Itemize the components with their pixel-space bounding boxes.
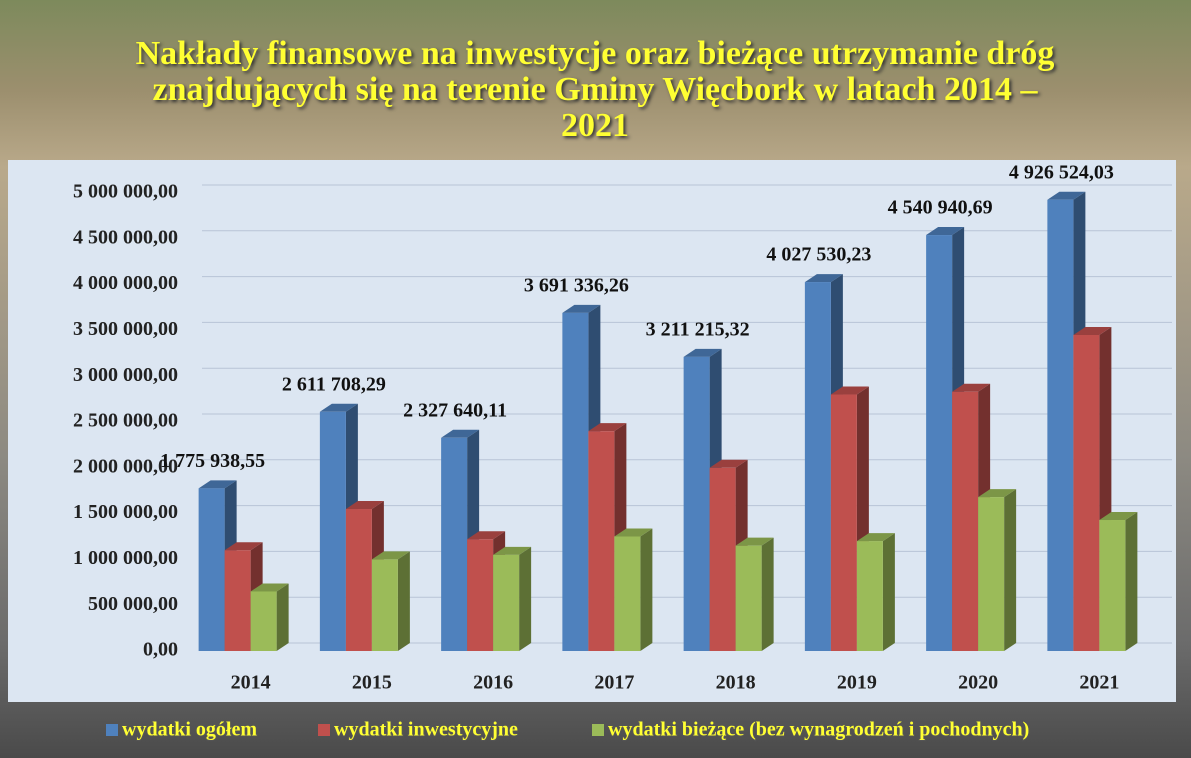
y-tick-label: 500 000,00 <box>88 593 178 615</box>
value-label: 4 540 940,69 <box>888 197 993 219</box>
x-tick-label: 2014 <box>231 672 271 694</box>
bar-top <box>830 386 869 395</box>
bar-side <box>276 583 289 651</box>
legend-label: wydatki ogółem <box>122 719 257 741</box>
x-tick-label: 2015 <box>352 672 392 694</box>
bar <box>1073 334 1100 651</box>
bar-side <box>761 537 774 651</box>
bar-top <box>856 533 895 542</box>
bar <box>467 539 494 651</box>
value-label: 3 691 336,26 <box>524 274 629 296</box>
bar <box>735 545 762 651</box>
bar <box>562 312 589 651</box>
x-tick-label: 2018 <box>716 672 756 694</box>
bar <box>1047 199 1074 651</box>
bar-top <box>588 423 627 432</box>
bar-top <box>441 429 480 438</box>
value-label: 2 327 640,11 <box>403 399 507 421</box>
legend-label: wydatki bieżące (bez wynagrodzeń i pocho… <box>608 719 1029 741</box>
y-tick-label: 1 000 000,00 <box>73 547 178 569</box>
bar-top <box>562 304 601 313</box>
bar <box>441 437 468 651</box>
x-tick-label: 2021 <box>1079 672 1119 694</box>
bar-top <box>978 489 1017 498</box>
value-label: 3 211 215,32 <box>646 318 750 340</box>
y-tick-label: 5 000 000,00 <box>73 181 178 203</box>
bar-top <box>614 528 653 537</box>
bar-top <box>1099 512 1138 521</box>
bar-top <box>709 459 748 468</box>
y-tick-label: 2 000 000,00 <box>73 455 178 477</box>
legend-swatch <box>318 724 330 736</box>
bar <box>224 550 251 651</box>
value-label: 4 027 530,23 <box>766 244 871 266</box>
y-tick-label: 4 500 000,00 <box>73 226 178 248</box>
bar <box>250 591 277 651</box>
y-tick-label: 3 000 000,00 <box>73 364 178 386</box>
bar <box>1099 520 1126 651</box>
value-label: 4 926 524,03 <box>1009 161 1114 183</box>
bar-top <box>345 501 384 510</box>
bar-top <box>952 383 991 392</box>
legend-swatch <box>592 724 604 736</box>
bar <box>709 467 736 651</box>
y-tick-label: 0,00 <box>143 639 178 661</box>
y-tick-label: 1 500 000,00 <box>73 501 178 523</box>
bar-top <box>493 546 532 555</box>
bar <box>588 431 615 651</box>
bar <box>683 356 710 651</box>
bar-top <box>198 480 237 489</box>
x-tick-label: 2017 <box>594 672 634 694</box>
bar-side <box>640 528 653 651</box>
bar <box>952 391 979 651</box>
bar <box>856 541 883 651</box>
bar-top <box>804 274 843 283</box>
bar <box>345 509 372 651</box>
y-tick-label: 2 500 000,00 <box>73 410 178 432</box>
bar-side <box>397 551 410 651</box>
bar-side <box>1004 489 1017 651</box>
value-label: 1 775 938,55 <box>160 450 265 472</box>
bar-top <box>250 583 289 592</box>
bar-side <box>882 533 895 651</box>
bar <box>493 554 520 651</box>
bar-top <box>371 551 410 560</box>
bar-top <box>926 227 965 236</box>
legend-swatch <box>106 724 118 736</box>
bar <box>614 536 641 651</box>
bar-top <box>1073 326 1112 335</box>
legend-label: wydatki inwestycyjne <box>334 719 518 741</box>
bar-side <box>519 546 532 651</box>
y-tick-label: 3 500 000,00 <box>73 318 178 340</box>
x-tick-label: 2020 <box>958 672 998 694</box>
bar-top <box>735 537 774 546</box>
bar-side <box>1125 512 1138 651</box>
x-tick-label: 2019 <box>837 672 877 694</box>
x-tick-label: 2016 <box>473 672 513 694</box>
bar <box>319 411 346 651</box>
bar-top <box>467 531 506 540</box>
bar <box>198 488 225 651</box>
y-tick-label: 4 000 000,00 <box>73 272 178 294</box>
bar-top <box>683 348 722 357</box>
bar <box>371 559 398 651</box>
bar <box>830 394 857 651</box>
value-label: 2 611 708,29 <box>282 373 386 395</box>
bar-top <box>224 542 263 551</box>
bar <box>926 235 953 651</box>
bar-top <box>319 403 358 412</box>
bar <box>804 282 831 651</box>
bar <box>978 497 1005 651</box>
bar-top <box>1047 191 1086 200</box>
chart-title: Nakłady finansowe na inwestycje oraz bie… <box>135 35 1055 144</box>
